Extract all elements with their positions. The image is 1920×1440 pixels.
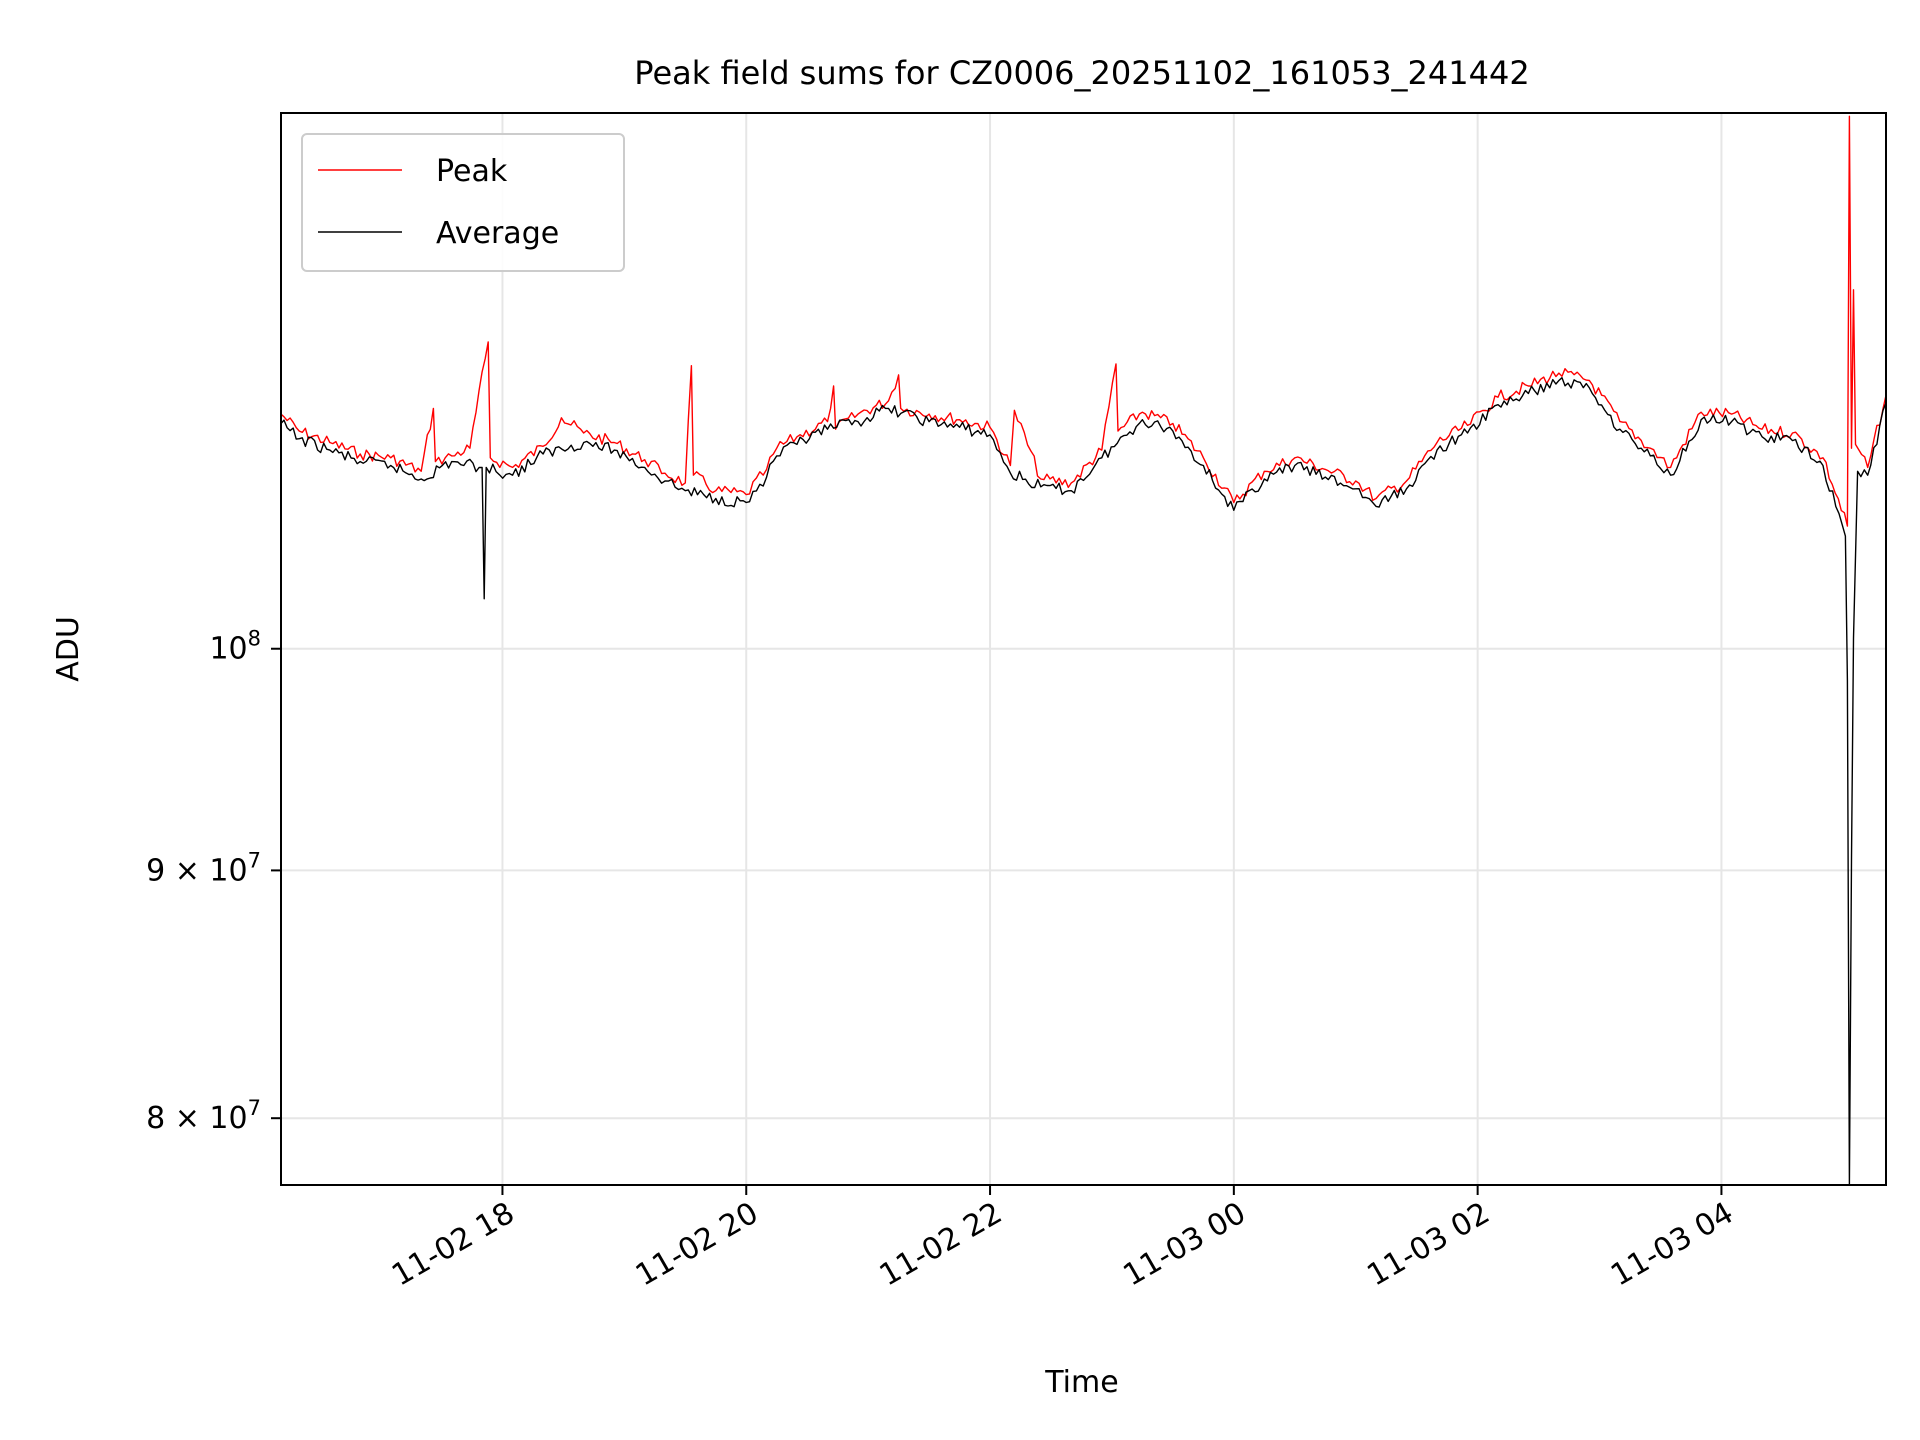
y-axis-label: ADU — [51, 616, 86, 682]
gridlines — [281, 113, 1886, 1185]
series-line-peak — [281, 115, 1886, 527]
legend: Peak Average — [301, 133, 625, 272]
y-tick-label: 9 × 107 — [146, 848, 261, 888]
legend-label-average: Average — [436, 216, 559, 251]
chart-title: Peak field sums for CZ0006_20251102_1610… — [634, 54, 1529, 92]
series-layer — [281, 115, 1886, 1185]
y-axis-ticks: 8 × 107 9 × 107 108 — [146, 627, 281, 1136]
y-tick-label: 8 × 107 — [146, 1096, 261, 1136]
series-line-average — [281, 377, 1886, 1185]
legend-label-peak: Peak — [436, 154, 508, 189]
x-axis-label: Time — [1044, 1365, 1118, 1400]
y-tick-label: 108 — [209, 627, 261, 667]
legend-frame — [301, 133, 625, 272]
